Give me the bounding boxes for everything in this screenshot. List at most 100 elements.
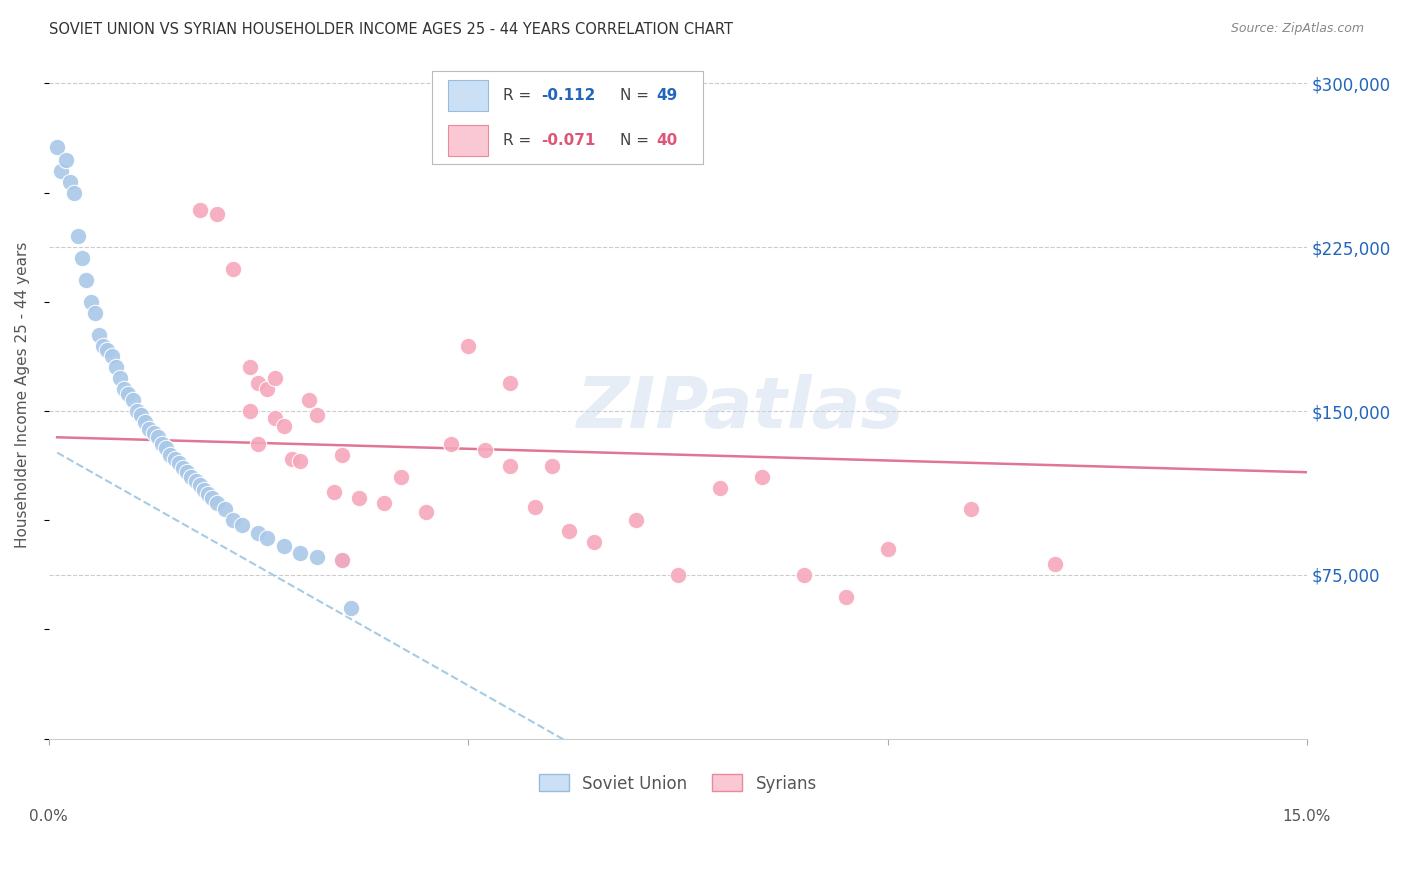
- Point: [46, 140, 69, 154]
- Point: [499, 376, 522, 390]
- Point: [172, 461, 194, 475]
- Point: [91, 338, 114, 352]
- Point: [163, 452, 186, 467]
- Point: [138, 421, 160, 435]
- Text: N =: N =: [620, 87, 650, 103]
- Point: [330, 448, 353, 462]
- Point: [231, 517, 253, 532]
- Point: [298, 393, 321, 408]
- Point: [264, 371, 287, 385]
- Text: 40: 40: [657, 133, 678, 148]
- Text: 49: 49: [657, 87, 678, 103]
- Point: [205, 207, 228, 221]
- Point: [541, 458, 564, 473]
- Point: [55, 153, 77, 167]
- Point: [72, 251, 94, 265]
- Point: [339, 600, 361, 615]
- Point: [290, 546, 312, 560]
- Point: [239, 360, 262, 375]
- Point: [834, 590, 856, 604]
- Point: [751, 469, 773, 483]
- Text: 0.0%: 0.0%: [30, 809, 67, 823]
- Point: [108, 371, 131, 385]
- Point: [222, 262, 245, 277]
- Point: [197, 487, 219, 501]
- Point: [624, 513, 647, 527]
- Point: [121, 393, 143, 408]
- Point: [457, 338, 479, 352]
- Point: [222, 513, 245, 527]
- Text: -0.112: -0.112: [541, 87, 595, 103]
- Point: [193, 483, 215, 497]
- Point: [666, 567, 689, 582]
- Point: [134, 415, 156, 429]
- Point: [273, 540, 295, 554]
- Point: [582, 535, 605, 549]
- Point: [273, 419, 295, 434]
- Point: [281, 452, 304, 467]
- Point: [104, 360, 127, 375]
- Point: [307, 550, 329, 565]
- Point: [100, 350, 122, 364]
- Text: ZIPatlas: ZIPatlas: [576, 374, 904, 443]
- Text: 15.0%: 15.0%: [1282, 809, 1331, 823]
- Point: [373, 496, 395, 510]
- Point: [159, 448, 181, 462]
- Point: [188, 478, 211, 492]
- Text: -0.071: -0.071: [541, 133, 595, 148]
- Point: [87, 327, 110, 342]
- Point: [150, 437, 173, 451]
- Point: [112, 382, 135, 396]
- Point: [96, 343, 118, 357]
- Point: [330, 552, 353, 566]
- Point: [290, 454, 312, 468]
- Point: [876, 541, 898, 556]
- Point: [793, 567, 815, 582]
- Point: [51, 163, 73, 178]
- Point: [201, 491, 224, 506]
- Point: [180, 469, 202, 483]
- Point: [499, 458, 522, 473]
- Point: [247, 526, 270, 541]
- Point: [389, 469, 412, 483]
- Text: N =: N =: [620, 133, 650, 148]
- Point: [184, 474, 207, 488]
- Point: [146, 430, 169, 444]
- Point: [239, 404, 262, 418]
- Point: [214, 502, 236, 516]
- Point: [83, 306, 105, 320]
- Point: [440, 437, 463, 451]
- Point: [247, 376, 270, 390]
- Point: [307, 409, 329, 423]
- Point: [129, 409, 152, 423]
- Point: [960, 502, 983, 516]
- Point: [256, 531, 278, 545]
- Point: [474, 443, 496, 458]
- Point: [415, 504, 437, 518]
- Point: [59, 175, 82, 189]
- Point: [256, 382, 278, 396]
- Point: [176, 465, 198, 479]
- Point: [524, 500, 547, 515]
- Point: [142, 425, 165, 440]
- FancyBboxPatch shape: [433, 71, 703, 164]
- Point: [247, 437, 270, 451]
- Point: [167, 457, 190, 471]
- Point: [323, 484, 346, 499]
- Point: [76, 273, 98, 287]
- Text: Source: ZipAtlas.com: Source: ZipAtlas.com: [1230, 22, 1364, 36]
- Point: [80, 294, 103, 309]
- Y-axis label: Householder Income Ages 25 - 44 years: Householder Income Ages 25 - 44 years: [15, 242, 30, 548]
- Text: R =: R =: [503, 87, 531, 103]
- Point: [188, 203, 211, 218]
- Bar: [447, 125, 488, 156]
- Point: [330, 552, 353, 566]
- Bar: [447, 79, 488, 111]
- Point: [155, 441, 177, 455]
- Point: [347, 491, 370, 506]
- Point: [709, 481, 731, 495]
- Point: [1045, 557, 1067, 571]
- Legend: Soviet Union, Syrians: Soviet Union, Syrians: [531, 768, 824, 799]
- Point: [264, 410, 287, 425]
- Point: [125, 404, 148, 418]
